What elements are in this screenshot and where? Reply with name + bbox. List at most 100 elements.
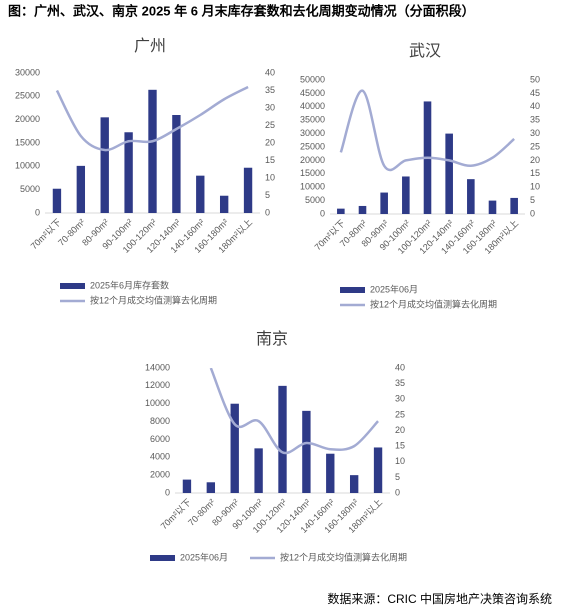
y-tick-label: 10000 [300, 182, 325, 192]
y-tick-label: 45000 [300, 88, 325, 98]
y2-tick-label: 50 [530, 74, 540, 84]
bar [196, 175, 205, 213]
x-tick-label: 70m²以下 [29, 217, 63, 251]
legend-label: 按12个月成交均值测算去化周期 [370, 298, 497, 309]
legend-label: 按12个月成交均值测算去化周期 [280, 551, 407, 562]
bar [100, 117, 109, 213]
y-tick-label: 14000 [145, 362, 170, 372]
y-tick-label: 12000 [145, 380, 170, 390]
y-tick-label: 4000 [150, 452, 170, 462]
y2-tick-label: 25 [530, 141, 540, 151]
y-tick-label: 25000 [15, 91, 40, 101]
y2-tick-label: 40 [395, 362, 405, 372]
y2-tick-label: 35 [530, 115, 540, 125]
legend-swatch [60, 283, 85, 289]
y2-tick-label: 30 [530, 128, 540, 138]
y2-tick-label: 20 [395, 425, 405, 435]
legend-swatch [340, 287, 365, 293]
bar [52, 188, 62, 213]
y2-tick-label: 45 [530, 88, 540, 98]
bar [302, 410, 311, 493]
bar [349, 475, 359, 493]
bar [182, 479, 192, 493]
y2-tick-label: 0 [265, 207, 270, 217]
bar [254, 448, 263, 493]
bar [358, 205, 367, 214]
line [209, 368, 379, 455]
bar [373, 447, 383, 493]
y-tick-label: 15000 [15, 137, 40, 147]
y2-tick-label: 30 [395, 394, 405, 404]
y2-tick-label: 20 [530, 155, 540, 165]
bar [124, 132, 133, 213]
y-tick-label: 10000 [15, 161, 40, 171]
y2-tick-label: 15 [530, 168, 540, 178]
y-tick-label: 40000 [300, 101, 325, 111]
y2-tick-label: 40 [265, 67, 275, 77]
y-tick-label: 5000 [305, 195, 325, 205]
y-tick-label: 20000 [15, 114, 40, 124]
y-tick-label: 6000 [150, 434, 170, 444]
bar [488, 200, 497, 214]
bar [337, 208, 345, 214]
y-tick-label: 5000 [20, 184, 40, 194]
bar [402, 176, 410, 214]
y2-tick-label: 5 [265, 190, 270, 200]
bar [148, 89, 157, 213]
bar [278, 385, 287, 493]
bar [326, 453, 335, 493]
y-tick-label: 30000 [15, 67, 40, 77]
y-tick-label: 25000 [300, 141, 325, 151]
y-tick-label: 2000 [150, 470, 170, 480]
bar [510, 197, 518, 214]
bar [76, 165, 86, 213]
line [339, 89, 515, 172]
bar [467, 179, 475, 214]
y2-tick-label: 15 [265, 155, 275, 165]
bar [380, 192, 388, 214]
legend-label: 2025年6月库存套数 [90, 279, 169, 290]
y2-tick-label: 40 [530, 101, 540, 111]
y-tick-label: 0 [165, 487, 170, 497]
y-tick-label: 15000 [300, 168, 325, 178]
source: 数据来源：CRIC 中国房地产决策咨询系统 [327, 591, 552, 606]
chart-title: 广州 [134, 37, 166, 55]
line [55, 85, 249, 152]
y2-tick-label: 35 [395, 378, 405, 388]
y2-tick-label: 10 [265, 172, 275, 182]
y-tick-label: 35000 [300, 115, 325, 125]
y-tick-label: 50000 [300, 74, 325, 84]
y-tick-label: 8000 [150, 416, 170, 426]
y-tick-label: 0 [35, 207, 40, 217]
chart-title: 武汉 [409, 42, 441, 60]
legend-swatch [150, 555, 175, 561]
y2-tick-label: 10 [395, 456, 405, 466]
bar [243, 167, 253, 213]
y2-tick-label: 25 [395, 409, 405, 419]
y2-tick-label: 20 [265, 137, 275, 147]
legend-label: 按12个月成交均值测算去化周期 [90, 294, 217, 305]
y-tick-label: 30000 [300, 128, 325, 138]
y2-tick-label: 5 [530, 195, 535, 205]
y2-tick-label: 5 [395, 472, 400, 482]
page-title: 图：广州、武汉、南京 2025 年 6 月末库存套数和去化周期变动情况（分面积段… [8, 3, 475, 18]
y2-tick-label: 10 [530, 182, 540, 192]
bar [445, 133, 453, 214]
y2-tick-label: 35 [265, 85, 275, 95]
y-tick-label: 10000 [145, 398, 170, 408]
bar [206, 482, 216, 493]
y2-tick-label: 15 [395, 441, 405, 451]
chart-title: 南京 [256, 330, 288, 348]
bar [230, 403, 239, 493]
y-tick-label: 0 [320, 208, 325, 218]
bar [219, 195, 229, 213]
y2-tick-label: 25 [265, 120, 275, 130]
bar [172, 115, 181, 213]
y-tick-label: 20000 [300, 155, 325, 165]
x-tick-label: 70m²以下 [159, 497, 193, 531]
y2-tick-label: 0 [530, 208, 535, 218]
x-tick-label: 70m²以下 [313, 218, 347, 252]
legend-label: 2025年06月 [370, 283, 418, 294]
y2-tick-label: 0 [395, 487, 400, 497]
